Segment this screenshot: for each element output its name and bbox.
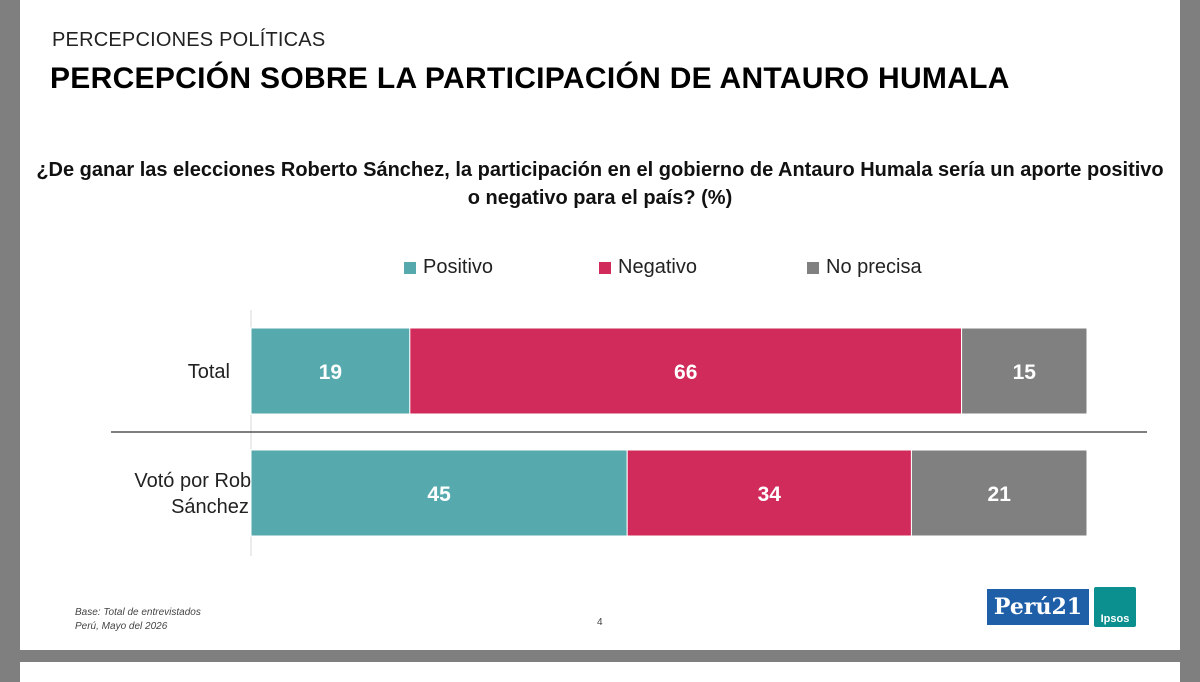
chart-question-line-1: ¿De ganar las elecciones Roberto Sánchez… xyxy=(36,159,1164,181)
category-label-line: Total xyxy=(188,361,230,383)
legend-label-negativo: Negativo xyxy=(618,256,697,278)
chart-question: ¿De ganar las elecciones Roberto Sánchez… xyxy=(20,156,1180,212)
stacked-bar-chart: Total 19 66 15 Votó por Roberto Sánchez 45 34 21 xyxy=(111,310,1147,556)
legend-item-no-precisa: No precisa xyxy=(807,256,922,279)
bar-value-voto-roberto-sanchez-no-precisa: 21 xyxy=(988,483,1012,506)
slide: PERCEPCIONES POLÍTICAS PERCEPCIÓN SOBRE … xyxy=(20,0,1180,650)
peru21-logo: Perú21 xyxy=(987,589,1089,625)
ipsos-logo: Ipsos xyxy=(1094,587,1136,627)
footnote: Base: Total de entrevistados Perú, Mayo … xyxy=(75,606,201,634)
legend-item-negativo: Negativo xyxy=(599,256,697,279)
legend-label-positivo: Positivo xyxy=(423,256,494,278)
legend-swatch-negativo xyxy=(599,261,611,274)
bar-voto-roberto-sanchez-no-precisa xyxy=(910,449,1088,537)
bar-voto-roberto-sanchez-negativo xyxy=(626,449,912,537)
section-label: PERCEPCIONES POLÍTICAS xyxy=(52,29,326,51)
legend-label-no-precisa: No precisa xyxy=(826,256,922,278)
page-number: 4 xyxy=(597,617,603,628)
chart-legend: Positivo Negativo No precisa xyxy=(20,256,1180,282)
category-label-line: Votó por Roberto xyxy=(134,470,285,492)
bar-total-positivo xyxy=(250,327,411,415)
footnote-base: Base: Total de entrevistados xyxy=(75,607,201,618)
category-label-total: Total xyxy=(188,361,230,383)
bar-value-total-negativo: 66 xyxy=(674,361,697,384)
next-slide-edge xyxy=(20,662,1180,682)
legend-swatch-positivo xyxy=(404,261,416,274)
page-title: PERCEPCIÓN SOBRE LA PARTICIPACIÓN DE ANT… xyxy=(50,62,1010,95)
bar-value-voto-roberto-sanchez-negativo: 34 xyxy=(758,483,782,506)
category-label-voto-roberto-sanchez: Votó por Roberto Sánchez xyxy=(134,470,285,518)
chart-question-line-2: o negativo para el país? (%) xyxy=(467,187,733,209)
footnote-date: Perú, Mayo del 2026 xyxy=(75,621,168,632)
bar-total-negativo xyxy=(409,327,963,415)
legend-swatch-no-precisa xyxy=(807,261,819,274)
bar-value-voto-roberto-sanchez-positivo: 45 xyxy=(427,483,451,506)
bar-value-total-no-precisa: 15 xyxy=(1013,361,1037,384)
bar-total-no-precisa xyxy=(961,327,1088,415)
bar-voto-roberto-sanchez-positivo xyxy=(250,449,628,537)
legend-item-positivo: Positivo xyxy=(404,256,493,279)
category-label-line: Sánchez xyxy=(171,496,249,518)
bar-value-total-positivo: 19 xyxy=(319,361,342,384)
